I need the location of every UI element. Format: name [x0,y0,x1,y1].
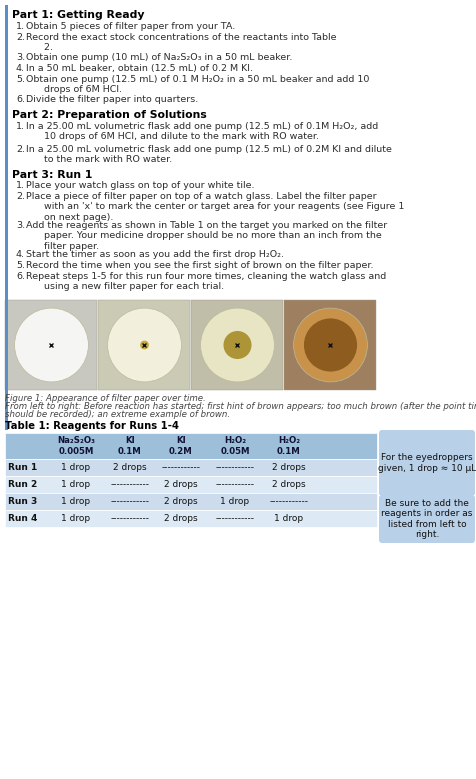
Text: 1 drop: 1 drop [61,497,90,506]
Text: From left to right: Before reaction has started; first hint of brown appears; to: From left to right: Before reaction has … [5,402,476,411]
Text: KI
0.1M: KI 0.1M [118,436,141,456]
Text: ------------: ------------ [269,497,308,506]
Circle shape [108,308,181,382]
Text: Divide the filter paper into quarters.: Divide the filter paper into quarters. [26,95,198,104]
Text: Obtain 5 pieces of filter paper from your TA.: Obtain 5 pieces of filter paper from you… [26,22,235,31]
Text: 1 drop: 1 drop [274,514,303,523]
Text: Run 3: Run 3 [8,497,37,506]
Text: 2.: 2. [16,145,25,154]
Circle shape [223,331,251,359]
Text: ------------: ------------ [110,514,149,523]
Text: ------------: ------------ [215,514,254,523]
Text: 4.: 4. [16,250,25,259]
Text: Start the timer as soon as you add the first drop H₂O₂.: Start the timer as soon as you add the f… [26,250,283,259]
Text: 2 drops: 2 drops [272,463,305,472]
Text: Place a piece of filter paper on top of a watch glass. Label the filter paper
  : Place a piece of filter paper on top of … [26,192,404,222]
Bar [5,476,376,493]
Text: In a 25.00 mL volumetric flask add one pump (12.5 mL) of 0.2M KI and dilute
    : In a 25.00 mL volumetric flask add one p… [26,145,391,164]
Circle shape [303,319,357,372]
Text: 3.: 3. [16,221,25,230]
Text: 5.: 5. [16,261,25,270]
Text: ------------: ------------ [110,497,149,506]
Text: 2 drops: 2 drops [164,480,198,489]
Text: 5.: 5. [16,75,25,84]
Text: Run 2: Run 2 [8,480,37,489]
Text: Record the time when you see the first sight of brown on the filter paper.: Record the time when you see the first s… [26,261,373,270]
Text: H₂O₂
0.1M: H₂O₂ 0.1M [277,436,300,456]
Text: KI
0.2M: KI 0.2M [169,436,192,456]
Text: H₂O₂
0.05M: H₂O₂ 0.05M [220,436,249,456]
Text: Part 1: Getting Ready: Part 1: Getting Ready [12,10,144,20]
Text: 6.: 6. [16,95,25,104]
Bar [5,493,376,510]
Bar [283,300,376,390]
Text: should be recorded); an extreme example of brown.: should be recorded); an extreme example … [5,410,229,419]
Circle shape [293,308,367,382]
FancyBboxPatch shape [378,430,474,496]
Bar [5,433,376,459]
Text: Be sure to add the
reagents in order as
listed from left to
right.: Be sure to add the reagents in order as … [380,499,472,539]
Bar [5,300,97,390]
Text: Record the exact stock concentrations of the reactants into Table
      2.: Record the exact stock concentrations of… [26,33,336,52]
Circle shape [15,308,88,382]
Text: ------------: ------------ [215,463,254,472]
Text: 1.: 1. [16,22,25,31]
Text: Table 1: Reagents for Runs 1-4: Table 1: Reagents for Runs 1-4 [5,421,178,431]
Text: Obtain one pump (12.5 mL) of 0.1 M H₂O₂ in a 50 mL beaker and add 10
      drops: Obtain one pump (12.5 mL) of 0.1 M H₂O₂ … [26,75,368,94]
Text: Run 4: Run 4 [8,514,37,523]
Text: 1 drop: 1 drop [220,497,249,506]
Text: 1 drop: 1 drop [61,463,90,472]
Text: Obtain one pump (10 mL) of Na₂S₂O₃ in a 50 mL beaker.: Obtain one pump (10 mL) of Na₂S₂O₃ in a … [26,53,292,62]
Text: 2 drops: 2 drops [164,514,198,523]
Bar [5,510,376,527]
Text: 1 drop: 1 drop [61,514,90,523]
Text: Na₂S₂O₃
0.005M: Na₂S₂O₃ 0.005M [57,436,95,456]
Text: Part 2: Preparation of Solutions: Part 2: Preparation of Solutions [12,110,206,120]
Text: 2 drops: 2 drops [164,497,198,506]
Text: ------------: ------------ [110,480,149,489]
FancyBboxPatch shape [378,495,474,543]
Text: 1 drop: 1 drop [61,480,90,489]
Text: Part 3: Run 1: Part 3: Run 1 [12,170,92,180]
Text: 4.: 4. [16,64,25,73]
Bar [5,5,8,430]
Text: 2.: 2. [16,33,25,42]
Text: 3.: 3. [16,53,25,62]
Text: ------------: ------------ [215,480,254,489]
Text: Repeat steps 1-5 for this run four more times, cleaning the watch glass and
    : Repeat steps 1-5 for this run four more … [26,272,386,291]
Text: 1.: 1. [16,181,25,190]
Text: 6.: 6. [16,272,25,281]
Text: Add the reagents as shown in Table 1 on the target you marked on the filter
    : Add the reagents as shown in Table 1 on … [26,221,387,251]
Bar [190,300,283,390]
Bar [5,459,376,476]
Text: For the eyedroppers
given, 1 drop ≈ 10 μL: For the eyedroppers given, 1 drop ≈ 10 μ… [377,453,475,473]
Text: Place your watch glass on top of your white tile.: Place your watch glass on top of your wh… [26,181,254,190]
Text: 2 drops: 2 drops [272,480,305,489]
Text: In a 25.00 mL volumetric flask add one pump (12.5 mL) of 0.1M H₂O₂, add
      10: In a 25.00 mL volumetric flask add one p… [26,122,377,142]
Text: 1.: 1. [16,122,25,131]
Bar [98,300,190,390]
Text: 2 drops: 2 drops [113,463,147,472]
Text: Figure 1: Appearance of filter paper over time.: Figure 1: Appearance of filter paper ove… [5,394,205,403]
Text: ------------: ------------ [161,463,200,472]
Text: Run 1: Run 1 [8,463,37,472]
Circle shape [140,340,149,350]
Circle shape [200,308,274,382]
Text: 2.: 2. [16,192,25,201]
Text: In a 50 mL beaker, obtain (12.5 mL) of 0.2 M KI.: In a 50 mL beaker, obtain (12.5 mL) of 0… [26,64,252,73]
